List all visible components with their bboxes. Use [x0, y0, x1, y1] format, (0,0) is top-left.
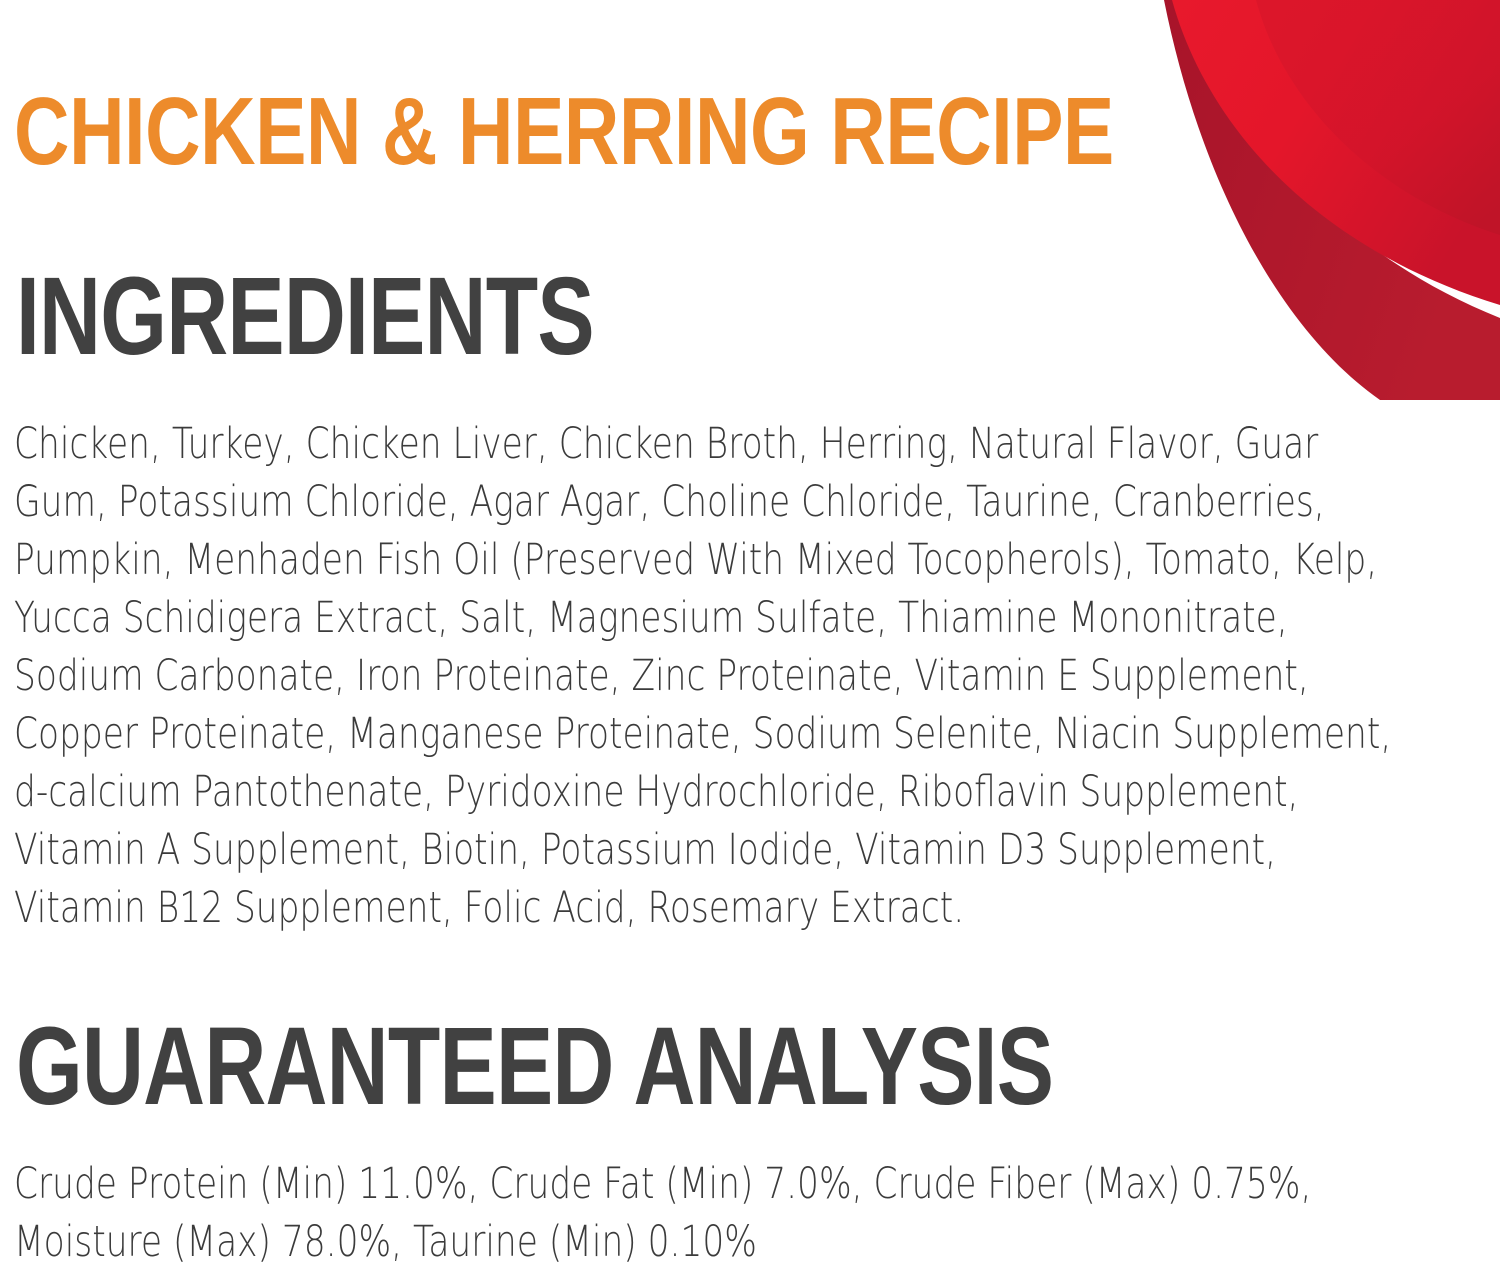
ingredients-body-text: Chicken, Turkey, Chicken Liver, Chicken … — [14, 419, 1392, 933]
guaranteed-analysis-body-text: Crude Protein (Min) 11.0%, Crude Fat (Mi… — [14, 1159, 1312, 1267]
recipe-title: CHICKEN & HERRING RECIPE — [14, 78, 1114, 185]
guaranteed-analysis-heading: GUARANTEED ANALYSIS — [16, 1005, 1054, 1128]
ingredients-heading: INGREDIENTS — [16, 255, 595, 378]
red-swoosh-icon — [1080, 0, 1500, 400]
